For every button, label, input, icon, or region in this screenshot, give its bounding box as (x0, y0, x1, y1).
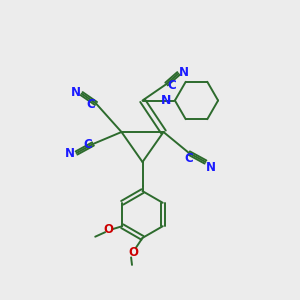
Text: C: C (83, 137, 92, 151)
Text: N: N (70, 85, 81, 99)
Text: N: N (65, 147, 75, 160)
Text: C: C (184, 152, 194, 165)
Text: N: N (161, 94, 171, 107)
Text: C: C (167, 79, 176, 92)
Text: O: O (128, 245, 138, 259)
Text: N: N (206, 161, 216, 174)
Text: N: N (179, 65, 189, 79)
Text: O: O (104, 223, 114, 236)
Text: C: C (86, 98, 95, 112)
